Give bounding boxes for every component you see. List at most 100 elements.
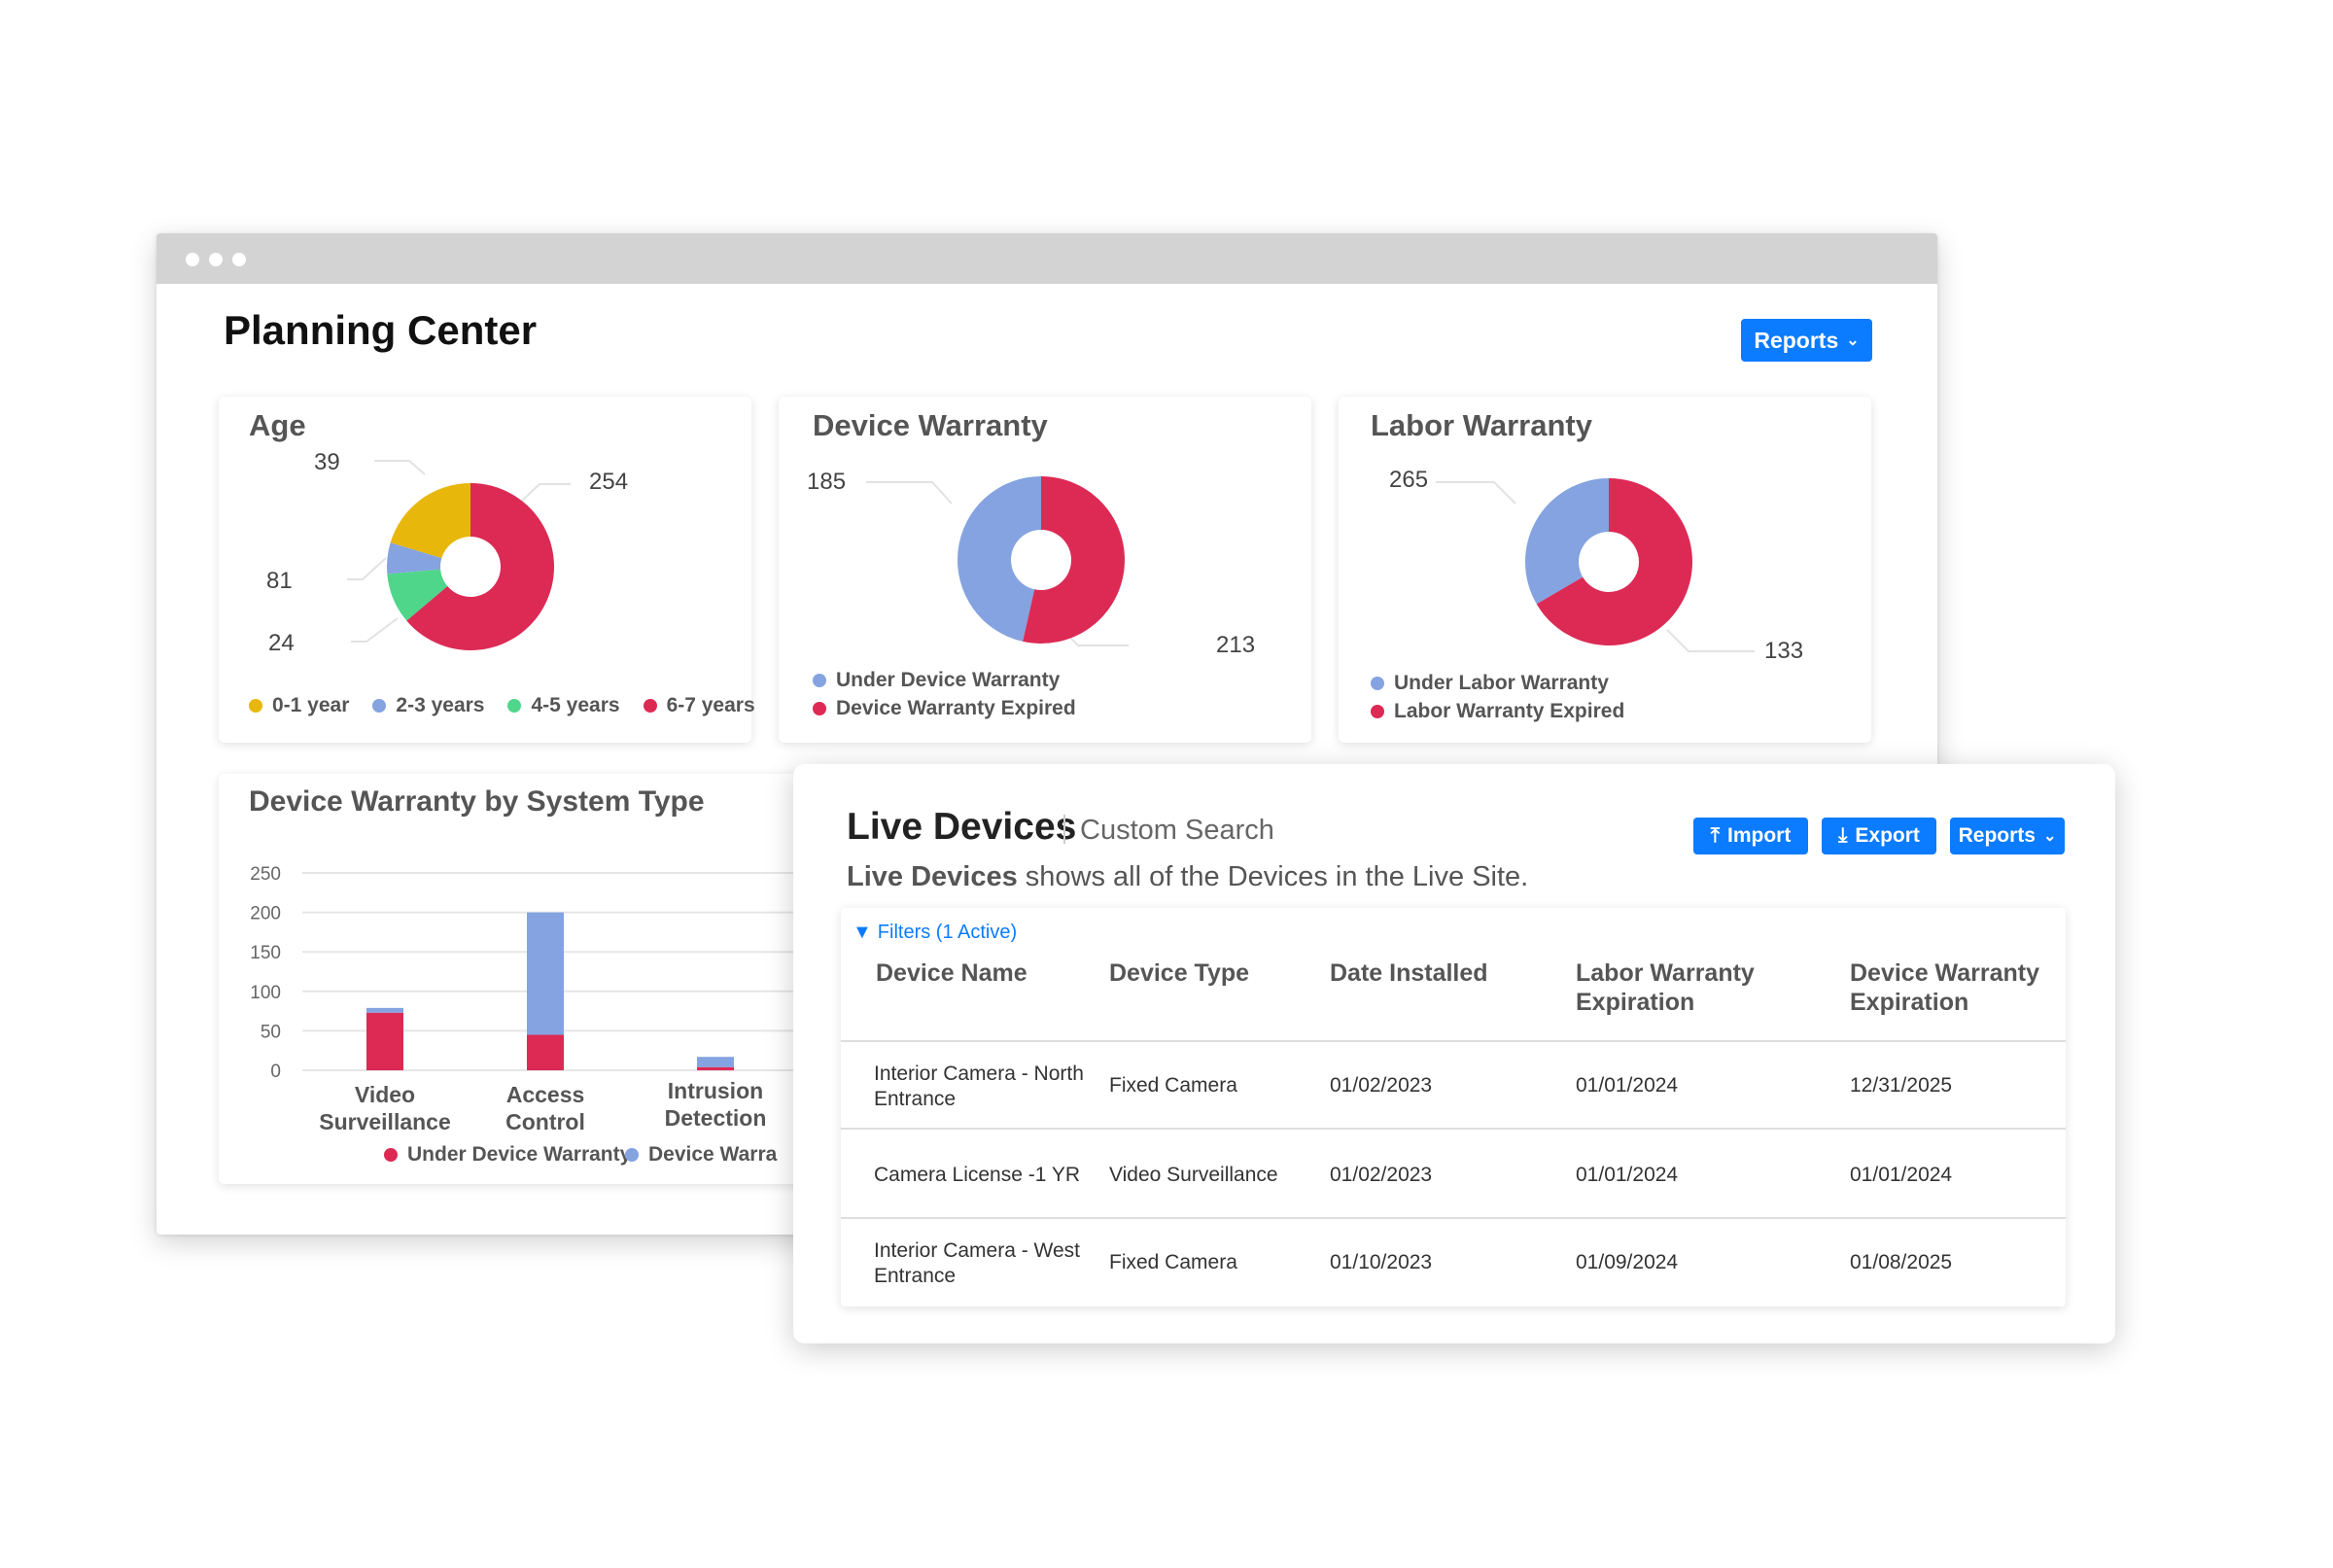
window-titlebar: [157, 233, 1937, 284]
cell-device-name[interactable]: Interior Camera - North Entrance: [874, 1063, 1084, 1110]
cell-labor-expiration: 01/01/2024: [1576, 1074, 1679, 1097]
age-label-24: 24: [268, 630, 295, 656]
age-donut-chart: [347, 460, 571, 650]
legend-label: Under Labor Warranty: [1394, 672, 1609, 694]
legend-item: Labor Warranty Expired: [1371, 700, 1624, 723]
age-slice[interactable]: [387, 542, 442, 575]
labor-warranty-label-265: 265: [1389, 467, 1429, 493]
cell-date-installed: 01/10/2023: [1330, 1251, 1433, 1273]
chevron-down-icon: ⌄: [1846, 332, 1860, 349]
device-warranty-label-213: 213: [1216, 632, 1256, 658]
bar-segment[interactable]: [697, 1057, 734, 1067]
filters-label: Filters (1 Active): [877, 922, 1018, 943]
filters-link[interactable]: ▼ Filters (1 Active): [853, 922, 1017, 944]
legend-item: 2-3 years: [372, 694, 484, 717]
chevron-down-icon: ⌄: [2042, 828, 2057, 845]
legend-label: Under Device Warranty: [836, 669, 1061, 691]
legend-label: 4-5 years: [531, 694, 620, 716]
live-devices-panel: Live Devices Custom Search Live Devices …: [793, 764, 2115, 1343]
x-tick-label: Video: [355, 1082, 415, 1107]
device-warranty-slice[interactable]: [958, 476, 1041, 642]
legend-dot: [625, 1148, 639, 1162]
cell-date-installed: 01/02/2023: [1330, 1164, 1433, 1186]
y-tick-label: 100: [250, 983, 281, 1003]
export-button[interactable]: ⤓ Export: [1822, 818, 1936, 854]
legend-item: 0-1 year: [249, 694, 349, 717]
age-slice[interactable]: [387, 569, 448, 621]
cell-device-expiration: 01/01/2024: [1850, 1164, 1953, 1186]
system-type-title: Device Warranty by System Type: [249, 785, 705, 818]
bar-segment[interactable]: [366, 1012, 403, 1070]
cell-device-name[interactable]: Camera License -1 YR: [874, 1164, 1081, 1186]
labor-warranty-donut-chart: [1436, 478, 1755, 652]
y-tick-label: 250: [250, 864, 281, 885]
bar-segment[interactable]: [697, 1066, 734, 1070]
cell-device-type: Video Surveillance: [1109, 1164, 1278, 1186]
cell-device-expiration: 01/08/2025: [1850, 1251, 1953, 1273]
legend-dot: [507, 699, 522, 713]
row-divider: [841, 1217, 2066, 1219]
y-tick-label: 50: [261, 1022, 281, 1042]
legend-label: 2-3 years: [396, 694, 485, 716]
legend-dot: [372, 699, 387, 713]
legend-label: 0-1 year: [272, 694, 350, 716]
row-divider: [841, 1128, 2066, 1130]
legend-item: 4-5 years: [507, 694, 620, 717]
labor-warranty-card: Labor Warranty 265 133 Under Labor Warra…: [1339, 397, 1871, 743]
legend-label: Device Warranty Expired: [836, 697, 1076, 719]
filter-icon: ▼: [853, 922, 872, 943]
cell-device-type: Fixed Camera: [1109, 1074, 1237, 1097]
live-reports-label: Reports: [1958, 824, 2036, 847]
planning-center-window: Planning Center Reports ⌄ Age 254 39 81 …: [157, 233, 1937, 1235]
devices-table: ▼ Filters (1 Active) Device Name Device …: [841, 908, 2066, 1307]
age-card-title: Age: [249, 408, 306, 442]
legend-item: Device Warra: [625, 1143, 777, 1167]
device-warranty-title: Device Warranty: [813, 408, 1048, 442]
legend-dot: [1371, 677, 1384, 690]
bar-segment[interactable]: [527, 1034, 564, 1070]
import-button[interactable]: ⤒ Import: [1693, 818, 1808, 854]
cell-device-name[interactable]: Interior Camera - West Entrance: [874, 1239, 1080, 1287]
reports-button[interactable]: Reports ⌄: [1741, 319, 1872, 362]
labor-warranty-slice[interactable]: [1525, 478, 1609, 605]
cell-labor-expiration: 01/01/2024: [1576, 1164, 1679, 1186]
column-header-device-warranty[interactable]: Device Warranty Expiration: [1850, 959, 2039, 1016]
x-tick-label: Access: [506, 1082, 585, 1107]
age-legend: 0-1 year 2-3 years 4-5 years 6-7 years: [249, 694, 755, 717]
window-dot: [209, 253, 223, 266]
age-slice[interactable]: [406, 483, 554, 650]
legend-label: 6-7 years: [666, 694, 755, 716]
y-tick-label: 150: [250, 943, 281, 963]
live-devices-description: Live Devices shows all of the Devices in…: [847, 861, 1528, 893]
bar-segment[interactable]: [366, 1007, 403, 1013]
custom-search-subtitle: Custom Search: [1080, 815, 1274, 846]
reports-button-label: Reports: [1754, 327, 1839, 353]
legend-item: Under Device Warranty: [813, 669, 1060, 692]
window-dot: [186, 253, 199, 266]
bar-segment[interactable]: [527, 912, 564, 1035]
device-warranty-card: Device Warranty 185 213 Under Device War…: [779, 397, 1311, 743]
page-title: Planning Center: [224, 307, 538, 353]
column-header-device-type[interactable]: Device Type: [1109, 959, 1250, 987]
x-tick-label: Detection: [665, 1105, 767, 1131]
labor-warranty-slice[interactable]: [1536, 478, 1692, 645]
device-warranty-slice[interactable]: [1023, 476, 1125, 644]
legend-label: Device Warra: [648, 1143, 778, 1166]
import-button-label: Import: [1726, 824, 1792, 847]
x-tick-label: Surveillance: [319, 1109, 451, 1134]
legend-dot: [813, 674, 826, 687]
live-reports-button[interactable]: Reports ⌄: [1950, 818, 2065, 854]
legend-dot: [643, 699, 657, 713]
column-header-labor-warranty[interactable]: Labor Warranty Expiration: [1576, 959, 1755, 1016]
column-header-date-installed[interactable]: Date Installed: [1330, 959, 1488, 987]
live-devices-title: Live Devices: [847, 806, 1077, 848]
column-header-device-name[interactable]: Device Name: [876, 959, 1027, 987]
age-slice[interactable]: [390, 483, 470, 559]
legend-dot: [813, 702, 826, 715]
age-card: Age 254 39 81 24 0-1 year 2-3 years 4-5 …: [219, 397, 755, 743]
row-divider: [841, 1040, 2066, 1042]
cell-device-expiration: 12/31/2025: [1850, 1074, 1953, 1097]
description-rest: shows all of the Devices in the Live Sit…: [1017, 861, 1529, 892]
legend-label: Under Device Warranty: [407, 1143, 632, 1166]
